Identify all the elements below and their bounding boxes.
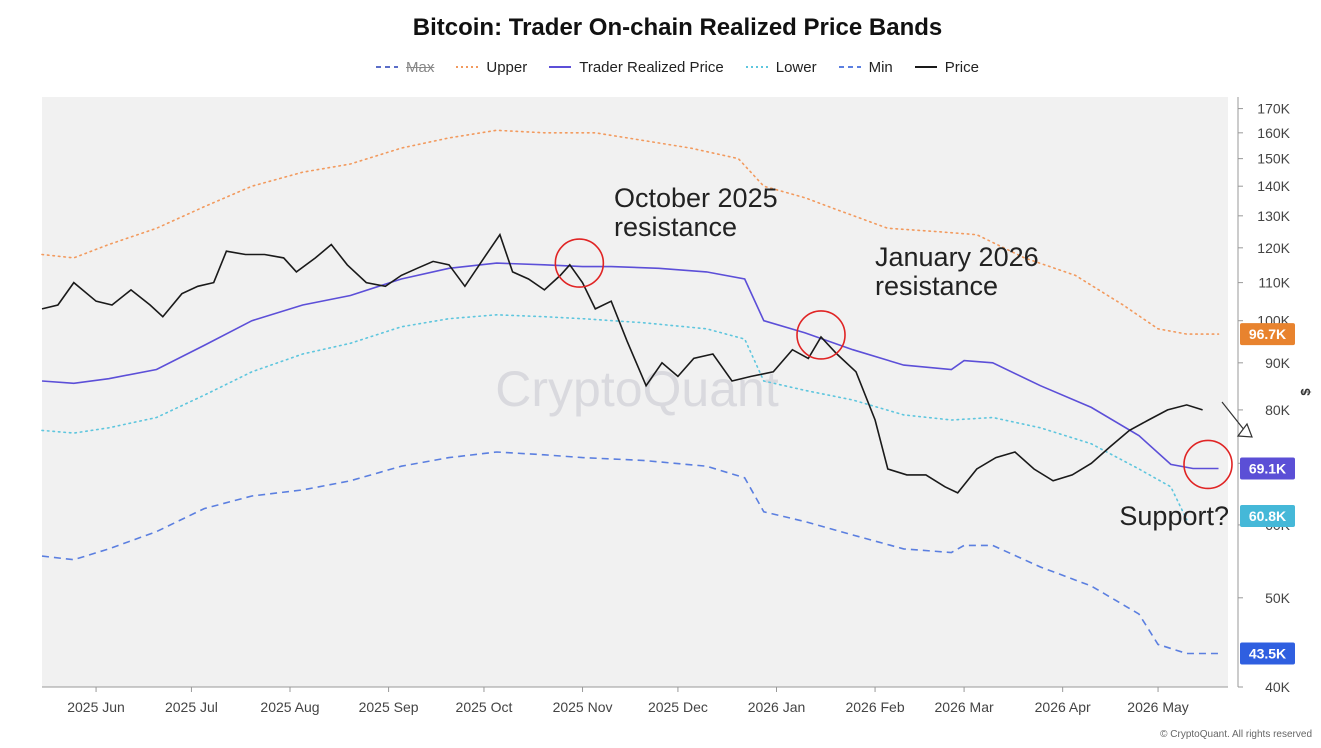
value-badge-label: 96.7K — [1249, 326, 1286, 342]
y-tick-label: 170K — [1257, 101, 1290, 117]
copyright-notice: © CryptoQuant. All rights reserved — [1160, 729, 1312, 740]
legend-item-upper[interactable]: Upper — [456, 59, 527, 76]
y-tick-label: 160K — [1257, 125, 1290, 141]
y-tick-label: 40K — [1265, 679, 1291, 695]
value-badge-bg — [1240, 642, 1295, 665]
value-badge-bg — [1240, 505, 1295, 527]
legend-swatch-price — [914, 66, 937, 68]
legend-swatch-upper — [456, 66, 479, 68]
series-min — [41, 451, 1219, 655]
x-tick-label: 2025 Aug — [260, 699, 319, 715]
y-tick-label: 90K — [1265, 355, 1291, 371]
x-tick-label: 2026 Mar — [935, 699, 994, 715]
x-tick-label: 2025 Nov — [553, 699, 613, 715]
x-tick-label: 2026 Apr — [1035, 699, 1091, 715]
value-badge: 43.5K — [1240, 642, 1295, 665]
y-tick-label: 140K — [1257, 178, 1290, 194]
annotation-label: January 2026 — [875, 242, 1039, 272]
legend-label-upper: Upper — [486, 58, 528, 76]
y-tick-label: 150K — [1257, 151, 1290, 167]
legend-item-price[interactable]: Price — [914, 58, 979, 76]
value-badge-bg — [1240, 457, 1295, 480]
x-tick-label: 2025 Oct — [456, 699, 513, 715]
annotation-circle — [554, 238, 605, 288]
x-tick-label: 2026 Jan — [748, 699, 806, 715]
series-lower — [41, 313, 1188, 521]
chart-title: Bitcoin: Trader On-chain Realized Price … — [412, 14, 943, 41]
chart-legend: Max Upper Trader Realized Price Lower Mi… — [0, 56, 1321, 78]
value-badge-label: 69.1K — [1249, 460, 1286, 476]
series-line — [41, 451, 1219, 655]
y-tick-label: 110K — [1258, 275, 1290, 291]
annotation-circle — [796, 310, 846, 360]
legend-label-trader-realized-price: Trader Realized Price — [579, 58, 724, 76]
legend-swatch-max — [376, 66, 399, 68]
value-badge-bg — [1240, 323, 1295, 346]
trend-arrow-head — [1236, 422, 1253, 438]
value-badge-label: 60.8K — [1249, 508, 1286, 524]
series-line — [41, 232, 1203, 494]
legend-item-trader-realized-price[interactable]: Trader Realized Price — [549, 59, 724, 76]
value-badge: 96.7K — [1240, 323, 1295, 346]
series-line — [41, 129, 1220, 335]
trend-arrow-line — [1221, 401, 1246, 432]
y-tick-label: 50K — [1265, 590, 1291, 606]
plot-area — [42, 97, 1228, 687]
legend-label-lower: Lower — [775, 58, 817, 76]
legend-label-price: Price — [944, 58, 979, 76]
annotation-label: Support? — [1119, 501, 1229, 531]
legend-label-min: Min — [868, 58, 893, 76]
x-tick-label: 2025 Dec — [648, 699, 708, 715]
y-tick-label: 120K — [1257, 240, 1290, 256]
x-tick-label: 2026 May — [1127, 699, 1188, 715]
annotation-label: resistance — [875, 271, 998, 301]
legend-swatch-trader-realized-price — [549, 66, 572, 68]
y-axis-unit: $ — [1298, 388, 1313, 396]
value-badge-label: 43.5K — [1249, 645, 1286, 661]
series-trader-realized-price — [41, 262, 1219, 470]
x-tick-label: 2025 Jul — [165, 699, 218, 715]
legend-item-min[interactable]: Min — [838, 58, 893, 76]
series-price — [41, 232, 1203, 494]
annotation-circle — [1183, 439, 1233, 490]
series-line — [41, 262, 1219, 470]
x-tick-label: 2025 Jun — [67, 699, 125, 715]
legend-swatch-lower — [745, 66, 768, 68]
legend-swatch-min — [838, 66, 861, 68]
value-badge: 60.8K — [1240, 505, 1295, 527]
value-badge: 69.1K — [1240, 457, 1295, 480]
legend-label-max: Max — [406, 58, 435, 76]
legend-item-lower[interactable]: Lower — [745, 58, 817, 76]
watermark: CryptoQuant — [495, 361, 779, 417]
legend-item-max[interactable]: Max — [376, 59, 434, 76]
y-tick-label: 80K — [1265, 402, 1291, 418]
series-upper — [41, 129, 1220, 335]
series-line — [41, 313, 1188, 521]
annotation-label: resistance — [614, 212, 737, 242]
x-tick-label: 2026 Feb — [845, 699, 904, 715]
x-tick-label: 2025 Sep — [359, 699, 419, 715]
y-tick-label: 130K — [1257, 208, 1290, 224]
annotation-label: October 2025 — [614, 183, 778, 213]
